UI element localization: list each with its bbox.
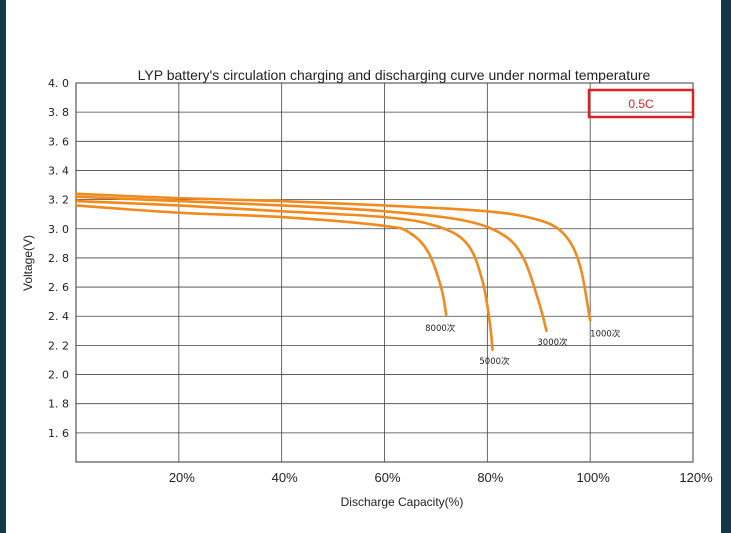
y-tick-label: 3. 2 xyxy=(48,194,69,207)
series-line xyxy=(74,204,448,317)
series-end-label: 5000次 xyxy=(479,356,510,367)
y-tick-label: 2. 6 xyxy=(48,281,69,294)
series-line xyxy=(74,199,494,352)
y-tick-label: 1. 6 xyxy=(48,427,69,440)
x-tick-label: 80% xyxy=(477,470,503,485)
x-tick-label: 120% xyxy=(679,470,713,485)
x-axis-label: Discharge Capacity(%) xyxy=(341,495,464,509)
y-tick-label: 2. 2 xyxy=(48,339,69,352)
x-tick-label: 100% xyxy=(577,470,611,485)
y-tick-label: 3. 6 xyxy=(48,135,69,148)
chart-svg: LYP battery's circulation charging and d… xyxy=(21,67,713,509)
y-tick-label: 3. 8 xyxy=(48,106,69,119)
y-tick-label: 2. 0 xyxy=(48,369,69,382)
series-end-label: 1000次 xyxy=(590,329,621,340)
y-tick-label: 2. 8 xyxy=(48,252,69,265)
y-axis-label: Voltage(V) xyxy=(21,235,35,291)
y-tick-label: 1. 8 xyxy=(48,398,69,411)
rate-box xyxy=(587,88,695,119)
chart-title: LYP battery's circulation charging and d… xyxy=(138,67,651,83)
grid: 4. 0 3. 8 3. 6 3. 4 3. 2 3. 0 2. 8 2. 6 2. 4 2. 2… xyxy=(48,77,713,485)
y-tick-label: 3. 4 xyxy=(48,164,69,177)
chart-frame: LYP battery's circulation charging and d… xyxy=(6,0,721,533)
series-end-label: 3000次 xyxy=(537,337,568,348)
rate-annotation: 0.5C xyxy=(628,97,654,111)
x-tick-label: 20% xyxy=(169,470,195,485)
y-tick-label: 2. 4 xyxy=(48,310,69,323)
series-line xyxy=(74,192,592,322)
series-line xyxy=(74,195,548,333)
y-tick-label: 3. 0 xyxy=(48,223,69,236)
y-tick-label: 4. 0 xyxy=(48,77,69,90)
x-tick-label: 40% xyxy=(272,470,298,485)
series-group xyxy=(74,192,592,352)
x-tick-label: 60% xyxy=(374,470,400,485)
series-labels: 1000次 3000次 5000次 8000次 xyxy=(425,323,621,367)
series-end-label: 8000次 xyxy=(425,323,456,334)
